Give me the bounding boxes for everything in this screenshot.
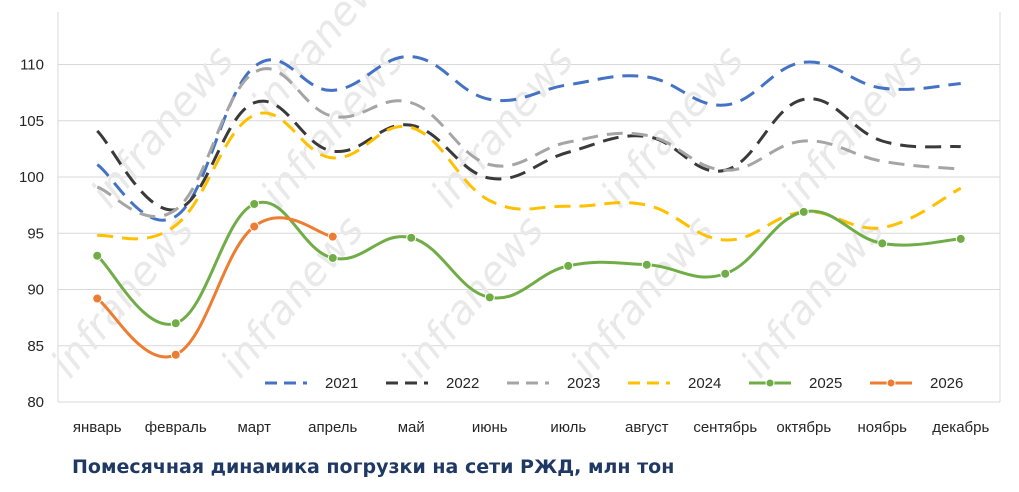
- legend-marker-2026: [886, 378, 896, 388]
- x-tick-label: ноябрь: [858, 419, 908, 436]
- y-tick-label: 85: [27, 338, 44, 355]
- y-tick-label: 80: [27, 394, 44, 411]
- legend-label-2024: 2024: [688, 375, 721, 392]
- x-axis-ticks: январь февраль март апрель май июнь июль август…: [73, 419, 990, 436]
- legend: 2021 2022 2023 2024 2025 2026: [265, 375, 963, 392]
- data-point-2025: [641, 259, 652, 270]
- legend-label-2026: 2026: [930, 375, 963, 392]
- x-tick-label: март: [237, 419, 271, 436]
- data-point-2026: [170, 349, 181, 360]
- y-tick-label: 90: [27, 282, 44, 299]
- x-tick-label: июнь: [472, 419, 508, 436]
- data-point-2025: [877, 238, 888, 249]
- x-tick-label: август: [625, 419, 669, 436]
- watermark-text: infranews: [392, 207, 553, 386]
- series-lines: [92, 55, 966, 360]
- data-point-2025: [249, 199, 260, 209]
- x-tick-label: июль: [550, 419, 586, 436]
- data-point-2026: [249, 221, 260, 232]
- y-tick-label: 105: [19, 113, 44, 130]
- legend-label-2021: 2021: [325, 375, 358, 392]
- legend-label-2025: 2025: [809, 375, 842, 392]
- series-line-2026: [95, 216, 335, 359]
- x-tick-label: октябрь: [776, 419, 831, 436]
- legend-marker-2025: [765, 378, 775, 388]
- series-line-2023: [96, 67, 961, 218]
- series-line-2022: [96, 97, 961, 212]
- legend-label-2023: 2023: [567, 375, 600, 392]
- watermark-text: infranews: [212, 207, 373, 386]
- data-point-2025: [92, 250, 103, 261]
- gridlines: [57, 12, 1001, 403]
- legend-label-2022: 2022: [446, 375, 479, 392]
- data-point-2025: [720, 268, 731, 279]
- data-point-2026: [92, 293, 103, 304]
- data-point-2025: [563, 260, 574, 271]
- data-point-2025: [406, 232, 417, 243]
- data-point-2025: [327, 253, 338, 263]
- data-point-2025: [484, 292, 495, 303]
- y-tick-label: 95: [27, 225, 44, 242]
- chart-caption: Помесячная динамика погрузки на сети РЖД…: [72, 456, 675, 478]
- data-point-2026: [327, 231, 338, 242]
- y-tick-label: 110: [20, 57, 44, 74]
- x-tick-label: май: [398, 419, 425, 436]
- data-point-2025: [798, 206, 809, 217]
- watermark-text: infranews: [732, 207, 893, 386]
- watermarks: infranews infranews infranews infranews infr…: [42, 0, 933, 386]
- data-point-2025: [170, 318, 181, 329]
- x-tick-label: сентябрь: [693, 419, 757, 436]
- x-tick-label: февраль: [145, 419, 207, 436]
- x-tick-label: декабрь: [932, 419, 989, 436]
- data-point-2025: [955, 233, 966, 244]
- watermark-text: infranews: [42, 207, 203, 386]
- y-axis-ticks: 80 85 90 95 100 105 110: [19, 57, 44, 412]
- x-tick-label: апрель: [308, 419, 357, 436]
- x-tick-label: январь: [73, 419, 122, 436]
- y-tick-label: 100: [19, 169, 44, 186]
- watermark-text: infranews: [562, 207, 723, 386]
